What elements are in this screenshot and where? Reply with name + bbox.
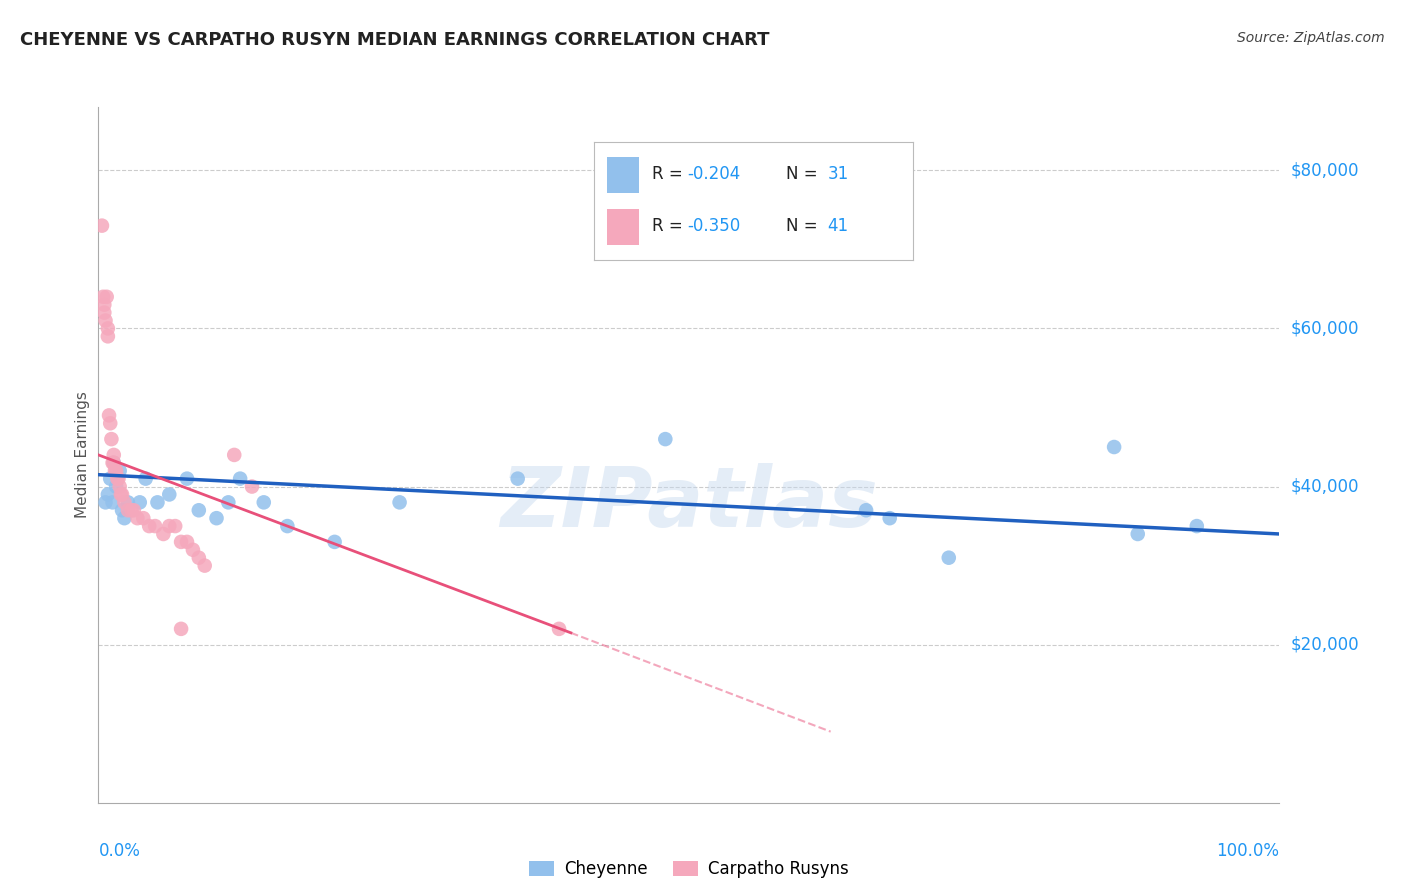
Point [117, 503, 139, 517]
Point [108, 464, 131, 478]
Point [101, 495, 124, 509]
Point [157, 487, 180, 501]
Point [122, 503, 145, 517]
Point [93, 305, 115, 319]
Point [117, 495, 139, 509]
Point [111, 487, 134, 501]
Point [194, 558, 217, 573]
Point [938, 550, 960, 565]
Text: 0.0%: 0.0% [98, 842, 141, 860]
Text: 100.0%: 100.0% [1216, 842, 1279, 860]
Point [1185, 519, 1208, 533]
Point [91, 219, 114, 233]
Point [111, 503, 134, 517]
Text: Source: ZipAtlas.com: Source: ZipAtlas.com [1237, 31, 1385, 45]
Point [240, 479, 263, 493]
Point [103, 448, 125, 462]
Legend: Cheyenne, Carpatho Rusyns: Cheyenne, Carpatho Rusyns [523, 854, 855, 885]
Point [323, 535, 346, 549]
Point [132, 511, 155, 525]
Point [103, 456, 125, 470]
Point [187, 550, 209, 565]
Point [98, 409, 121, 423]
Point [165, 519, 187, 533]
Text: ZIPatlas: ZIPatlas [501, 463, 877, 544]
Point [205, 511, 228, 525]
Point [253, 495, 276, 509]
Point [97, 329, 120, 343]
Point [229, 472, 252, 486]
Point [128, 495, 150, 509]
Point [121, 503, 143, 517]
Point [110, 487, 132, 501]
Point [143, 519, 166, 533]
Point [97, 321, 120, 335]
Y-axis label: Median Earnings: Median Earnings [75, 392, 90, 518]
Point [96, 290, 118, 304]
Point [1126, 527, 1149, 541]
Point [170, 622, 193, 636]
Point [135, 472, 157, 486]
Point [224, 448, 246, 462]
Point [105, 472, 128, 486]
Point [170, 535, 193, 549]
Point [93, 298, 115, 312]
Point [548, 622, 571, 636]
Point [112, 495, 135, 509]
Point [108, 479, 131, 493]
Point [100, 432, 122, 446]
Point [879, 511, 901, 525]
Point [152, 527, 174, 541]
Point [217, 495, 239, 509]
Point [98, 472, 121, 486]
Point [388, 495, 411, 509]
Text: $60,000: $60,000 [1291, 319, 1360, 337]
Point [654, 432, 676, 446]
Point [101, 456, 124, 470]
Point [157, 519, 180, 533]
Point [112, 511, 135, 525]
Point [176, 535, 198, 549]
Point [107, 472, 129, 486]
Point [94, 313, 117, 327]
Point [98, 417, 121, 431]
Text: $80,000: $80,000 [1291, 161, 1360, 179]
Text: $40,000: $40,000 [1291, 477, 1360, 496]
Point [276, 519, 298, 533]
Point [127, 511, 149, 525]
Point [105, 464, 128, 478]
Point [103, 456, 125, 470]
Point [506, 472, 529, 486]
Point [94, 495, 117, 509]
Point [1102, 440, 1125, 454]
Point [146, 495, 169, 509]
Text: CHEYENNE VS CARPATHO RUSYN MEDIAN EARNINGS CORRELATION CHART: CHEYENNE VS CARPATHO RUSYN MEDIAN EARNIN… [20, 31, 769, 49]
Point [138, 519, 160, 533]
Point [181, 542, 204, 557]
Point [187, 503, 209, 517]
Point [176, 472, 198, 486]
Point [105, 479, 128, 493]
Point [97, 487, 120, 501]
Point [855, 503, 877, 517]
Text: $20,000: $20,000 [1291, 636, 1360, 654]
Point [104, 464, 127, 478]
Point [91, 290, 114, 304]
